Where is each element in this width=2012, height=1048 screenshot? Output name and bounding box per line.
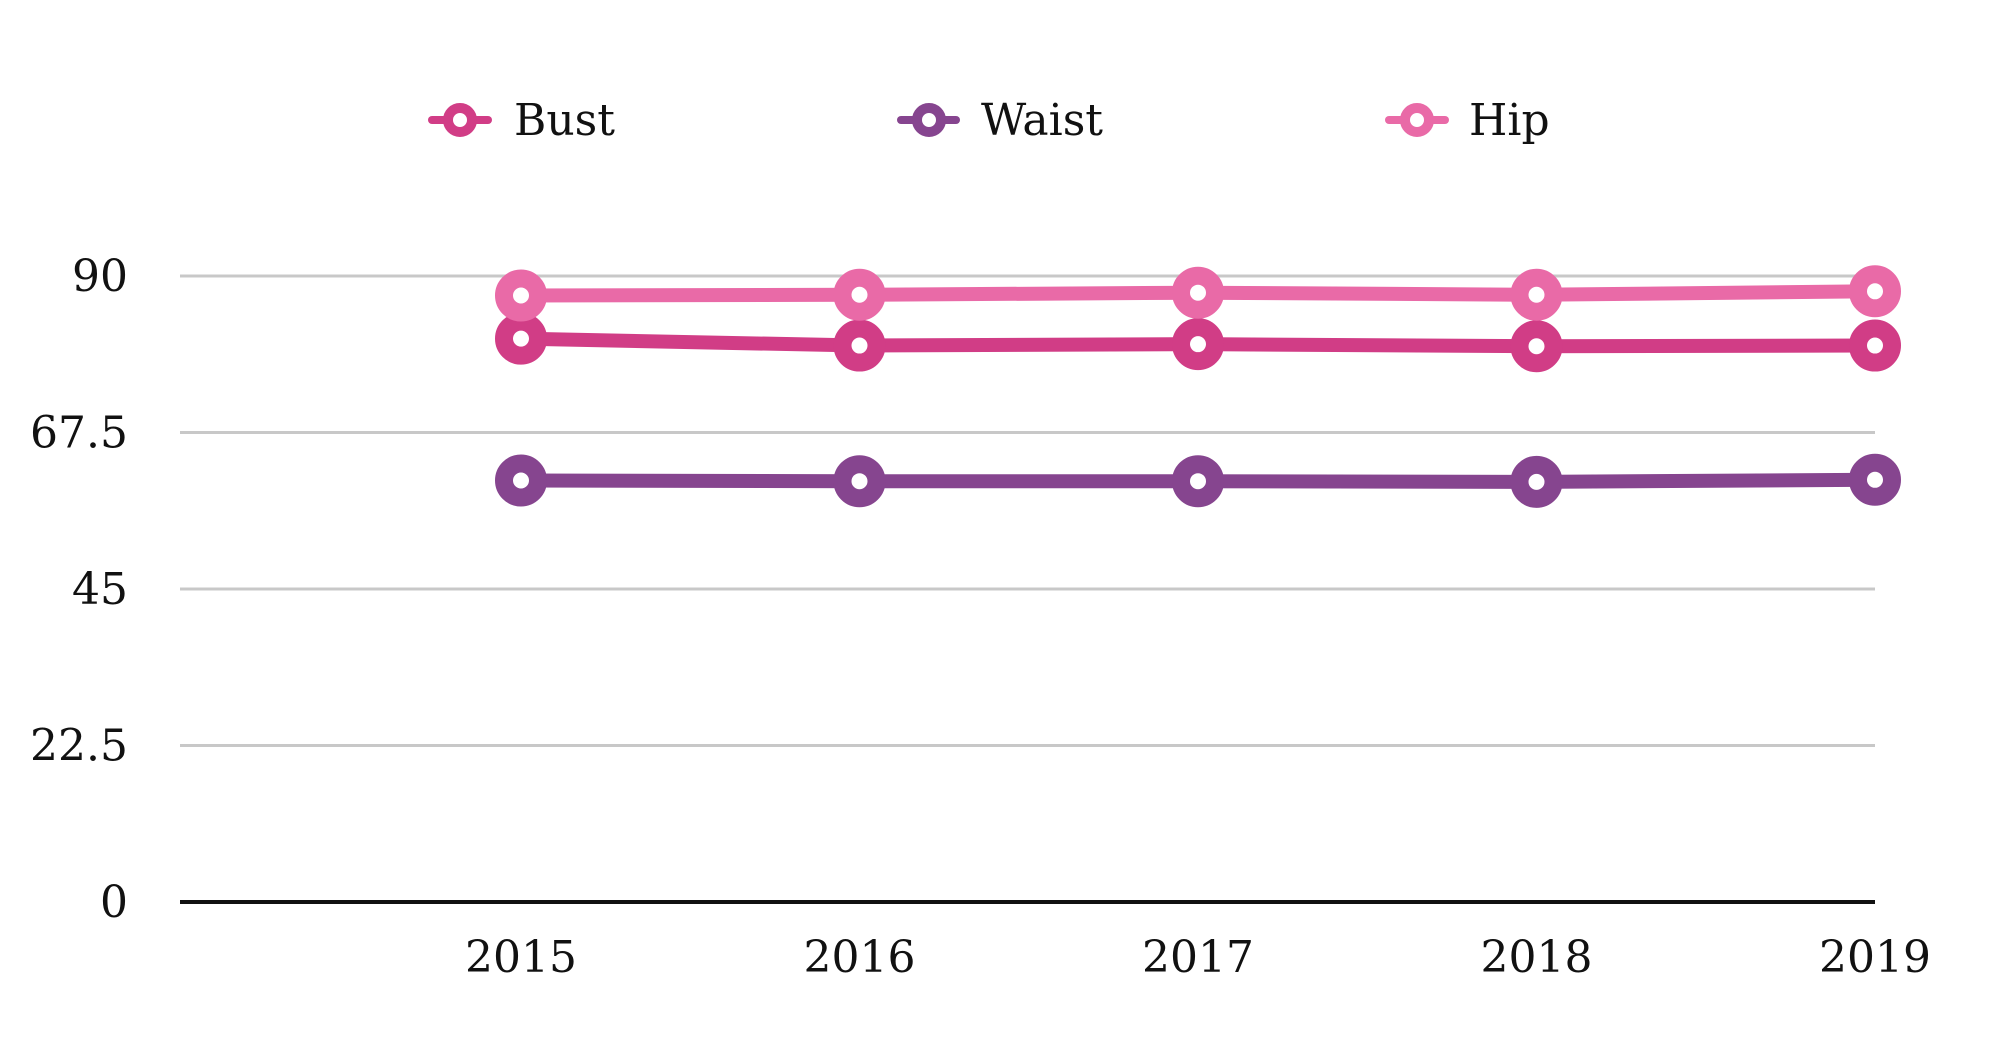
data-point-hip [1172, 266, 1224, 319]
data-point-hip [1510, 268, 1563, 321]
data-point-bust [495, 312, 547, 365]
series-bust [495, 312, 1901, 373]
legend-label: Waist [981, 95, 1103, 146]
data-point-waist [833, 455, 886, 508]
data-point-waist [1510, 455, 1563, 508]
gridlines [180, 274, 1875, 747]
legend-marker [912, 103, 946, 137]
legend-label: Hip [1469, 95, 1550, 146]
legend-item-bust: Bust [428, 95, 615, 146]
y-tick-label: 22.5 [30, 721, 128, 772]
x-tick-label: 2017 [1142, 932, 1254, 983]
y-tick-label: 67.5 [30, 408, 128, 459]
series-waist [495, 453, 1901, 508]
data-point-waist [1172, 455, 1224, 508]
series-group [495, 265, 1901, 508]
data-point-waist [1849, 453, 1901, 506]
series-hip [495, 265, 1901, 322]
legend-item-hip: Hip [1385, 95, 1550, 146]
axes: 90 67.5 45 22.5 0 2015 2016 2017 2018 2019 [30, 251, 1931, 983]
x-tick-label: 2015 [465, 932, 577, 983]
data-point-bust [833, 319, 886, 372]
x-tick-label: 2018 [1481, 932, 1593, 983]
data-point-hip [495, 269, 547, 322]
data-point-bust [1172, 318, 1224, 371]
data-point-hip [1849, 265, 1901, 318]
legend-label: Bust [514, 95, 615, 146]
legend-item-waist: Waist [897, 95, 1103, 146]
legend: Bust Waist Hip [428, 95, 1550, 146]
data-point-bust [1510, 320, 1563, 373]
x-tick-label: 2016 [804, 932, 916, 983]
y-tick-label: 0 [100, 877, 128, 928]
legend-marker [443, 103, 477, 137]
y-tick-label: 90 [72, 251, 128, 302]
x-tick-label: 2019 [1819, 932, 1931, 983]
legend-marker [1400, 103, 1434, 137]
y-tick-label: 45 [72, 564, 128, 615]
data-point-waist [495, 454, 547, 507]
data-point-bust [1849, 319, 1901, 372]
data-point-hip [833, 268, 886, 321]
